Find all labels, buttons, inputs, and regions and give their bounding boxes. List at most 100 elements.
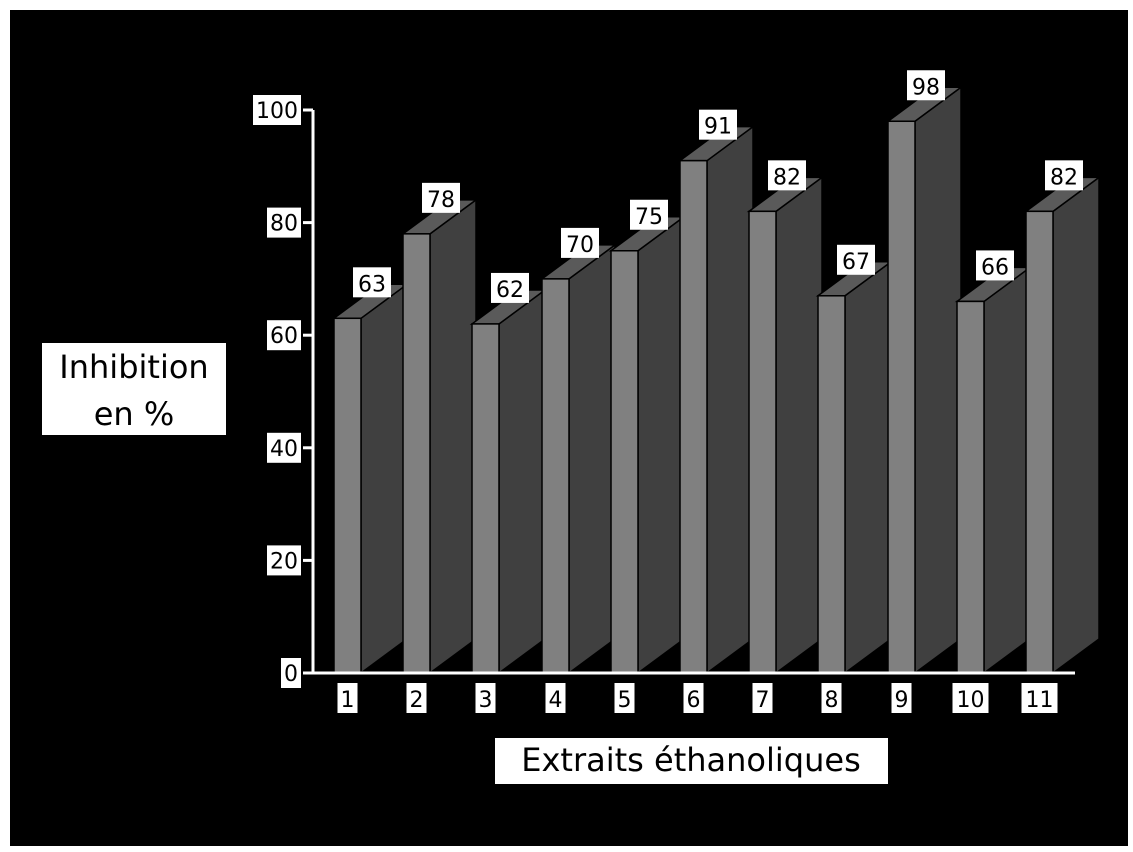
y-tick-0: 0 [281,658,313,688]
data-label-box [768,160,806,191]
bar-side [1052,175,1100,675]
bar-front [887,120,916,674]
x-tick-label-text: 9 [895,688,909,713]
x-tick-label-box [406,683,427,713]
x-axis-title: Extraits éthanoliques [495,738,888,784]
y-tick-100: 100 [253,95,313,125]
bar-side [775,175,823,675]
data-labels-layer: 63 78 62 70 75 91 82 67 98 66 82 [353,70,1083,303]
bar-8 [815,260,894,675]
x-ticks-layer: 1 2 3 4 5 6 7 8 9 10 11 [337,683,1058,713]
y-tick-label-box [267,320,301,351]
bar-1 [331,282,410,675]
x-tick-label-text: 4 [549,688,563,713]
x-axis-title-box [495,738,888,784]
x-tick-label-box [821,683,842,713]
y-ticks-layer: 0 20 40 60 80 100 [253,95,313,688]
bar-9 [885,85,964,675]
data-label-text: 91 [704,115,732,140]
bar-front [817,295,846,674]
data-label-box [422,182,460,213]
data-label-text: 62 [496,278,524,303]
data-label-11: 82 [1045,160,1083,191]
data-label-box [630,199,668,230]
data-label-5: 75 [630,199,668,230]
x-tick-label-4: 4 [545,683,566,713]
bar-10 [954,265,1033,675]
bar-2 [400,198,479,675]
data-label-1: 63 [353,267,391,298]
y-tick-label-box [253,95,301,125]
data-label-text: 75 [635,205,663,230]
y-tick-40: 40 [267,432,313,463]
data-label-box [1045,160,1083,191]
bar-front [610,250,639,674]
y-axis-title-line2: en % [94,395,175,433]
y-axis-title-line1: Inhibition [59,348,208,386]
data-label-text: 67 [842,250,870,275]
data-label-8: 67 [837,244,875,275]
data-label-box [837,244,875,275]
bar-front [541,278,570,674]
y-tick-60: 60 [267,320,313,351]
x-tick-label-box [683,683,704,713]
x-tick-label-3: 3 [475,683,496,713]
x-tick-label-box [752,683,773,713]
y-tick-label-box [267,545,301,576]
y-tick-label-text: 20 [270,549,298,574]
x-tick-label-text: 6 [687,688,701,713]
data-label-box [491,272,529,303]
x-tick-label-2: 2 [406,683,427,713]
x-tick-label-box [952,683,989,713]
bar-side [429,198,477,675]
x-tick-label-1: 1 [337,683,358,713]
y-tick-20: 20 [267,545,313,576]
x-axis-title-text: Extraits éthanoliques [521,741,860,779]
y-tick-label-text: 100 [256,99,298,124]
x-tick-label-text: 3 [479,688,493,713]
x-tick-label-text: 1 [341,688,355,713]
x-tick-label-text: 7 [756,688,770,713]
x-tick-label-text: 10 [957,688,985,713]
bars-layer [331,85,1102,675]
data-label-text: 82 [1050,165,1078,190]
bar-side [706,125,754,675]
data-label-6: 91 [699,109,737,140]
x-tick-label-text: 5 [618,688,632,713]
data-label-text: 82 [773,165,801,190]
x-tick-label-9: 9 [891,683,912,713]
bar-front [1025,210,1054,674]
x-tick-label-box [475,683,496,713]
y-axis-title: Inhibition en % [42,343,226,435]
bar-5 [608,215,687,675]
bar-front [402,233,431,674]
x-tick-label-7: 7 [752,683,773,713]
bar-6 [677,125,756,675]
bar-side [360,282,408,675]
data-label-box [907,70,945,101]
data-label-7: 82 [768,160,806,191]
data-label-9: 98 [907,70,945,101]
y-tick-label-text: 40 [270,437,298,462]
y-tick-label-box [267,207,301,238]
x-tick-label-box [891,683,912,713]
data-label-text: 66 [981,255,1009,280]
x-tick-label-text: 11 [1026,688,1054,713]
data-label-box [976,250,1014,281]
bar-3 [469,288,548,675]
data-label-box [699,109,737,140]
y-tick-label-text: 80 [270,212,298,237]
x-tick-label-text: 2 [410,688,424,713]
x-tick-label-text: 8 [825,688,839,713]
x-tick-label-10: 10 [952,683,989,713]
bar-front [956,300,985,674]
x-tick-label-box [545,683,566,713]
y-tick-label-box [267,432,301,463]
y-tick-label-box [281,658,301,688]
bar-11 [1023,175,1102,675]
x-tick-label-8: 8 [821,683,842,713]
data-label-3: 62 [491,272,529,303]
data-label-text: 63 [358,272,386,297]
axes-layer [311,110,1075,675]
